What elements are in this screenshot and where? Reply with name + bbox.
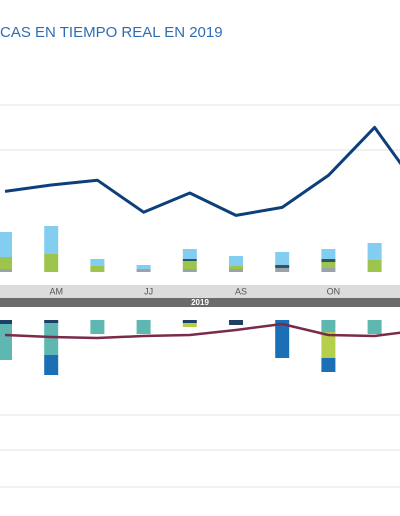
- bar-segment: [182, 259, 197, 261]
- bar-segment: [0, 232, 12, 257]
- bar-segment: [182, 269, 197, 272]
- line: [4, 125, 400, 217]
- bar-segment: [182, 261, 197, 269]
- bar-segment: [229, 256, 243, 266]
- bar-segment: [321, 358, 336, 372]
- bar-segment: [0, 320, 12, 324]
- bar-segment: [321, 320, 336, 332]
- bar-segment: [136, 265, 151, 269]
- bar-segment: [0, 324, 12, 360]
- grid: [0, 104, 400, 488]
- bar-segment: [367, 260, 382, 272]
- bar-segment: [136, 320, 151, 334]
- bar-segment: [275, 252, 290, 265]
- bar-segment: [229, 320, 243, 325]
- line: [4, 322, 400, 340]
- bar-segment: [136, 269, 151, 272]
- bar-segment: [367, 320, 382, 334]
- bar-segment: [229, 269, 243, 272]
- period-label: JJ: [144, 286, 153, 296]
- year-band: [0, 298, 400, 307]
- period-label: AS: [235, 286, 247, 296]
- period-band: [0, 285, 400, 298]
- bar-segment: [90, 259, 105, 266]
- bar-segment: [321, 332, 336, 358]
- bar-segment: [182, 320, 197, 323]
- bar-segment: [321, 249, 336, 259]
- bar-segment: [182, 249, 197, 259]
- bar-segment: [321, 268, 336, 272]
- bar-segment: [44, 226, 59, 254]
- chart-title: CAS EN TIEMPO REAL EN 2019: [0, 24, 223, 41]
- bar-segment: [44, 323, 59, 355]
- bar-segment: [367, 243, 382, 260]
- bar-segment: [229, 266, 243, 269]
- bar-segment: [275, 268, 290, 272]
- bar-segment: [90, 320, 105, 334]
- bar-segment: [0, 269, 12, 272]
- bar-segment: [44, 254, 59, 272]
- period-label: ON: [327, 286, 341, 296]
- bar-segment: [0, 257, 12, 269]
- bar-segment: [321, 262, 336, 268]
- bar-segment: [275, 320, 290, 358]
- bar-segment: [44, 320, 59, 323]
- bar-segment: [182, 323, 197, 327]
- bar-segment: [90, 266, 105, 272]
- bar-segment: [275, 265, 290, 268]
- period-label: AM: [49, 286, 63, 296]
- bar-segment: [44, 355, 59, 375]
- bar-segment: [321, 259, 336, 262]
- year-label: 2019: [191, 298, 209, 307]
